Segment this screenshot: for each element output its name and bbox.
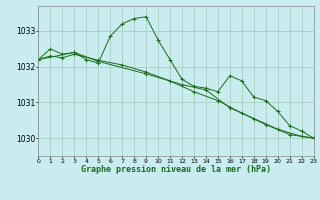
X-axis label: Graphe pression niveau de la mer (hPa): Graphe pression niveau de la mer (hPa) — [81, 165, 271, 174]
